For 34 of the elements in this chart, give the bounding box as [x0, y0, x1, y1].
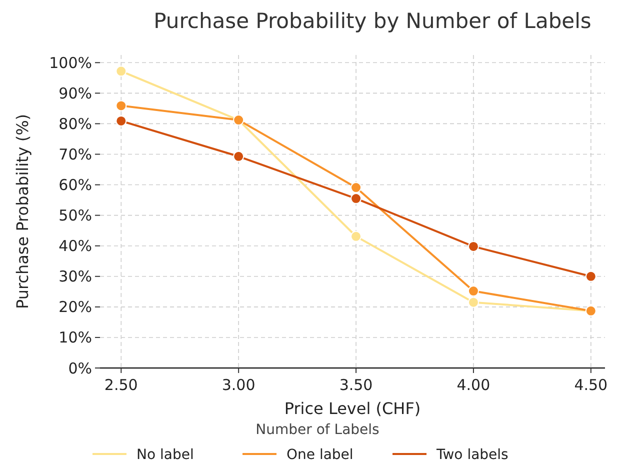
x-tick-label: 3.00: [222, 376, 256, 394]
y-tick-label: 10%: [58, 328, 92, 347]
legend-label: Two labels: [436, 446, 508, 463]
y-tick-label: 70%: [58, 145, 92, 164]
x-axis-title: Price Level (CHF): [284, 399, 421, 418]
point: [468, 286, 479, 297]
chart-title: Purchase Probability by Number of Labels: [154, 9, 592, 33]
x-tick-label: 4.00: [456, 376, 490, 394]
y-axis-title: Purchase Probability (%): [13, 114, 32, 310]
point: [468, 240, 479, 252]
x-tick-label: 4.50: [574, 376, 608, 394]
y-tick-label: 60%: [58, 176, 92, 194]
point: [585, 270, 596, 282]
legend-title: Number of Labels: [256, 422, 380, 438]
point: [468, 296, 479, 308]
point: [350, 182, 362, 194]
y-tick-label: 80%: [58, 114, 92, 133]
point: [116, 115, 127, 126]
x-tick-label: 3.50: [339, 376, 373, 394]
point: [116, 66, 127, 77]
point: [350, 193, 362, 204]
y-tick-label: 20%: [58, 298, 92, 316]
y-tick-label: 30%: [58, 268, 92, 286]
point: [233, 150, 244, 162]
legend-label: No label: [136, 446, 194, 463]
point: [116, 100, 127, 112]
legend-label: One label: [286, 446, 354, 463]
y-tick-label: 40%: [58, 237, 92, 256]
x-tick-label: 2.50: [104, 376, 138, 394]
y-tick-label: 100%: [49, 54, 92, 72]
point: [350, 230, 362, 242]
y-tick-label: 0%: [68, 359, 92, 378]
y-tick-label: 50%: [58, 206, 92, 225]
y-tick-label: 90%: [58, 84, 92, 102]
